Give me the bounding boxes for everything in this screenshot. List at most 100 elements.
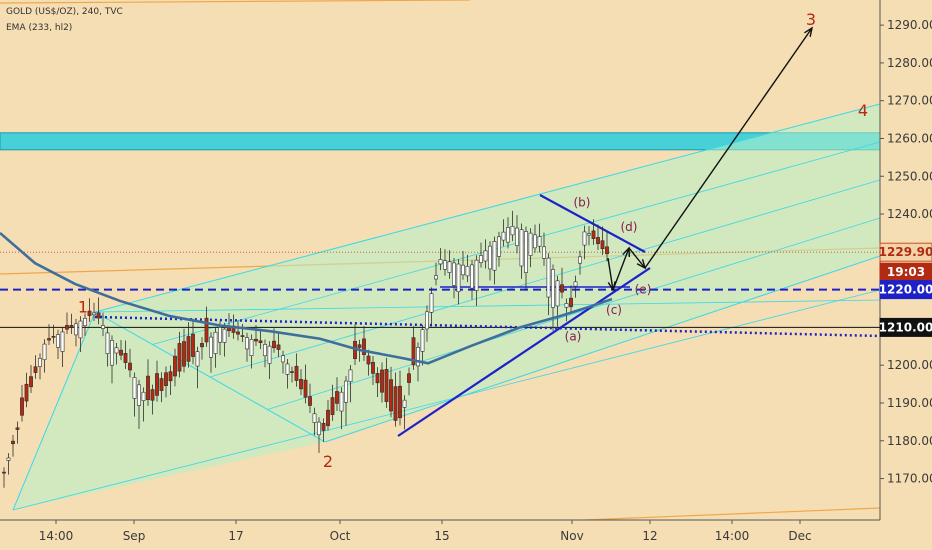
candle-body xyxy=(510,226,515,236)
candle-body xyxy=(101,325,105,329)
candle-body xyxy=(299,379,303,390)
candle xyxy=(285,359,290,389)
candle xyxy=(101,312,105,337)
candle xyxy=(56,329,60,359)
price-tag: 1229.90 xyxy=(879,242,932,262)
price-tag: 1210.00 xyxy=(879,317,932,337)
candle-body xyxy=(2,471,6,474)
candle xyxy=(389,366,393,418)
candle xyxy=(168,365,173,396)
candle xyxy=(317,417,321,453)
candle-body xyxy=(276,344,281,350)
candle-body xyxy=(438,259,443,265)
candle-body xyxy=(47,338,51,341)
candle-body xyxy=(474,259,479,291)
legend-symbol[interactable]: GOLD (US$/OZ), 240, TVC xyxy=(6,7,123,17)
candle xyxy=(402,395,407,430)
candle-body xyxy=(497,236,501,257)
candle xyxy=(420,324,425,366)
candle xyxy=(362,326,366,361)
candle-body xyxy=(447,261,452,273)
candle xyxy=(281,350,285,374)
candle-body xyxy=(605,246,609,255)
candle-body xyxy=(204,317,209,343)
candle-body xyxy=(519,229,524,267)
candle xyxy=(474,255,479,306)
time-tick-label: 15 xyxy=(434,529,449,543)
candle xyxy=(69,313,74,335)
price-tick-label: 1240.00 xyxy=(887,207,932,221)
candle-body xyxy=(65,325,69,330)
candle-body xyxy=(326,409,330,427)
candle-body xyxy=(114,347,119,354)
candle-body xyxy=(200,343,204,348)
candle-body xyxy=(128,362,132,371)
candle-body xyxy=(150,389,155,401)
candle xyxy=(384,357,389,408)
candle xyxy=(524,226,528,291)
candle xyxy=(479,242,483,268)
time-tick-label: Sep xyxy=(123,529,146,543)
blue-dotted-trendline xyxy=(94,315,880,338)
candle xyxy=(546,253,551,316)
candle xyxy=(528,228,533,268)
candlesticks xyxy=(2,210,609,488)
candle xyxy=(267,341,272,380)
candle-body xyxy=(308,396,312,406)
price-tag-label: 1220.00 xyxy=(879,283,932,297)
candle xyxy=(204,306,209,347)
candle-body xyxy=(159,378,164,391)
candle xyxy=(92,302,96,322)
candle-body xyxy=(470,264,474,289)
candle-body xyxy=(83,318,87,327)
candle xyxy=(245,332,249,362)
candle xyxy=(42,339,47,373)
candle-body xyxy=(560,284,564,293)
candle-body xyxy=(420,329,425,352)
candle-body xyxy=(461,264,465,276)
candle xyxy=(164,366,168,398)
candle-body xyxy=(465,266,470,277)
candle xyxy=(335,377,339,411)
price-tick-label: 1290.00 xyxy=(887,18,932,32)
candle-body xyxy=(569,297,573,308)
candle-body xyxy=(573,281,578,287)
channel-fan-line xyxy=(94,299,880,313)
candle xyxy=(15,421,20,444)
candle-body xyxy=(105,332,110,355)
candle-body xyxy=(312,413,317,423)
subwave-label: (b) xyxy=(574,195,591,209)
candle xyxy=(141,387,146,422)
candle xyxy=(591,219,596,245)
candle-body xyxy=(533,234,537,249)
candle xyxy=(236,320,240,341)
price-tick-label: 1250.00 xyxy=(887,169,932,183)
candle xyxy=(582,225,587,260)
candle-body xyxy=(164,372,168,387)
candle xyxy=(411,326,416,370)
candle xyxy=(60,327,65,367)
candle xyxy=(200,337,204,360)
candle xyxy=(290,366,294,383)
candle xyxy=(191,318,195,365)
candle xyxy=(128,348,132,378)
candle-body xyxy=(11,440,15,445)
candle-body xyxy=(177,343,182,372)
candle xyxy=(587,226,591,246)
candle xyxy=(195,346,200,389)
candle-body xyxy=(123,353,128,363)
candle-body xyxy=(263,344,267,357)
price-tick-label: 1170.00 xyxy=(887,472,932,486)
arrow-to-d xyxy=(612,247,630,291)
candle-body xyxy=(60,331,65,352)
candle-body xyxy=(591,230,596,239)
candle xyxy=(33,355,38,379)
wave-label-2: 2 xyxy=(323,452,333,471)
candle xyxy=(429,287,434,327)
arrow-to-wave-3-head xyxy=(804,26,814,37)
candle-body xyxy=(501,231,506,241)
time-axis[interactable]: 14:00 Sep 17 Oct 15 Nov 12 14:00 Dec xyxy=(39,520,812,543)
legend-indicator[interactable]: EMA (233, hl2) xyxy=(6,23,73,33)
price-tag-box xyxy=(879,242,932,262)
